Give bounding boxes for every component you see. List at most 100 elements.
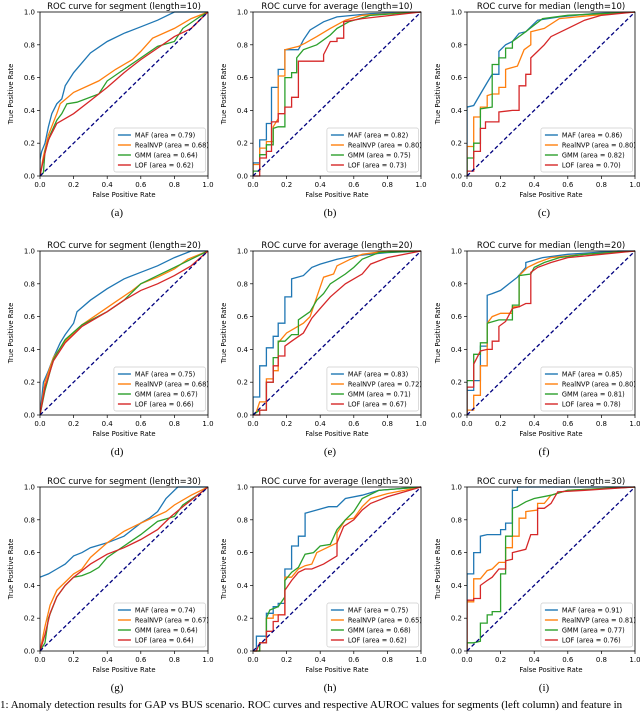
y-tick-label: 1.0 [237, 484, 248, 492]
x-axis-label: False Positive Rate [519, 430, 582, 438]
legend-entry: MAF (area = 0.86) [562, 131, 622, 139]
roc-line-gmm [467, 11, 635, 176]
legend-entry: MAF (area = 0.75) [348, 606, 408, 614]
y-tick-label: 0.8 [451, 41, 462, 49]
roc-chart: ROC curve for segment (length=30) 0.0 0.2 0… [7, 477, 214, 694]
plot-frame [252, 486, 422, 652]
y-axis-label: True Positive Rate [7, 303, 15, 365]
legend-entry: GMM (area = 0.71) [348, 390, 411, 398]
legend-entry: LOF (area = 0.62) [348, 636, 407, 644]
legend-entry: MAF (area = 0.91) [562, 606, 622, 614]
x-tick-label: 0.0 [34, 420, 45, 428]
y-tick-label: 0.4 [451, 346, 463, 354]
legend: MAF (area = 0.75) RealNVP (area = 0.68) GM… [113, 366, 209, 412]
x-tick-label: 0.0 [247, 181, 258, 189]
y-tick-label: 0.4 [24, 346, 36, 354]
x-tick-label: 1.0 [629, 420, 640, 428]
roc-line-maf [467, 486, 635, 651]
y-tick-label: 0.4 [237, 107, 249, 115]
y-tick-label: 1.0 [237, 9, 248, 17]
roc-line-gmm [467, 250, 635, 415]
x-axis-label: False Positive Rate [305, 666, 368, 674]
x-tick-label: 0.0 [247, 420, 258, 428]
plot-frame [39, 486, 209, 652]
y-tick-label: 0.8 [237, 280, 248, 288]
x-tick-label: 1.0 [415, 420, 426, 428]
figure-caption: 1: Anomaly detection results for GAP vs … [0, 699, 623, 711]
x-axis-label: False Positive Rate [305, 430, 368, 438]
panel-label: (h) [324, 682, 337, 694]
legend-entry: LOF (area = 0.66) [135, 400, 194, 408]
legend-entry: GMM (area = 0.64) [135, 151, 198, 159]
plot-frame [39, 11, 209, 177]
chart-title: ROC curve for segment (length=10) [47, 2, 201, 12]
x-tick-label: 0.2 [495, 181, 506, 189]
y-tick-label: 0.6 [24, 549, 36, 557]
x-tick-label: 0.6 [348, 420, 360, 428]
y-tick-label: 1.0 [237, 248, 248, 256]
y-tick-label: 0.2 [451, 140, 462, 148]
x-tick-label: 0.4 [529, 181, 541, 189]
y-tick-label: 0.6 [237, 549, 249, 557]
x-tick-label: 0.4 [102, 656, 114, 664]
x-tick-label: 0.0 [247, 656, 258, 664]
roc-line-gmm [467, 486, 635, 651]
x-tick-label: 0.0 [34, 181, 45, 189]
legend-entry: RealNVP (area = 0.65) [348, 616, 422, 624]
y-axis-label: True Positive Rate [434, 64, 442, 126]
x-axis-label: False Positive Rate [92, 430, 155, 438]
legend-box [326, 366, 419, 412]
x-tick-label: 0.4 [102, 181, 114, 189]
chance-diagonal-line [252, 250, 422, 416]
y-tick-label: 0.8 [24, 516, 35, 524]
panel-label: (c) [538, 207, 551, 219]
x-tick-label: 1.0 [202, 420, 213, 428]
chart-title: ROC curve for average (length=10) [261, 2, 412, 12]
legend-box [540, 366, 633, 412]
roc-line-realnvp [467, 250, 635, 415]
y-tick-label: 1.0 [24, 484, 35, 492]
x-tick-label: 0.6 [135, 181, 147, 189]
y-tick-label: 0.0 [451, 173, 462, 181]
legend: MAF (area = 0.86) RealNVP (area = 0.80) GM… [540, 127, 636, 173]
roc-chart: ROC curve for median (length=10) 0.0 0.2 0.… [434, 2, 640, 219]
plot-frame [252, 250, 422, 416]
legend-entry: LOF (area = 0.67) [348, 400, 407, 408]
roc-line-maf [467, 11, 635, 176]
chart-title: ROC curve for median (length=10) [477, 2, 625, 12]
plot-frame [252, 11, 422, 177]
x-tick-label: 0.8 [596, 656, 607, 664]
legend-box [540, 127, 633, 173]
x-tick-label: 0.2 [495, 656, 506, 664]
y-axis-label: True Positive Rate [7, 539, 15, 601]
y-tick-label: 0.6 [237, 74, 249, 82]
legend: MAF (area = 0.82) RealNVP (area = 0.80) GM… [326, 127, 422, 173]
chance-diagonal-line [466, 486, 636, 652]
roc-line-realnvp [40, 250, 208, 416]
legend-entry: GMM (area = 0.75) [348, 151, 411, 159]
roc-chart: ROC curve for median (length=30) 0.0 0.2 0.… [434, 477, 640, 694]
x-tick-label: 0.8 [596, 420, 607, 428]
roc-line-realnvp [253, 11, 421, 176]
y-tick-label: 1.0 [24, 9, 35, 17]
y-axis-label: True Positive Rate [7, 64, 15, 126]
x-tick-label: 1.0 [202, 656, 213, 664]
plot-frame [39, 250, 209, 416]
chart-title: ROC curve for average (length=20) [261, 241, 412, 251]
x-tick-label: 0.6 [348, 656, 360, 664]
chance-diagonal-line [39, 250, 209, 416]
legend-entry: MAF (area = 0.83) [348, 370, 408, 378]
roc-chart: ROC curve for average (length=10) 0.0 0.2 0… [220, 2, 427, 219]
plot-frame [466, 486, 636, 652]
x-axis-label: False Positive Rate [92, 191, 155, 199]
x-tick-label: 0.6 [562, 656, 574, 664]
x-tick-label: 0.4 [102, 420, 114, 428]
x-tick-label: 0.0 [461, 181, 472, 189]
legend: MAF (area = 0.75) RealNVP (area = 0.65) GM… [326, 602, 422, 648]
legend-entry: RealNVP (area = 0.81) [562, 616, 636, 624]
legend-entry: LOF (area = 0.62) [135, 161, 194, 169]
chance-diagonal-line [252, 11, 422, 177]
y-tick-label: 0.2 [24, 615, 35, 623]
x-tick-label: 0.8 [382, 656, 393, 664]
